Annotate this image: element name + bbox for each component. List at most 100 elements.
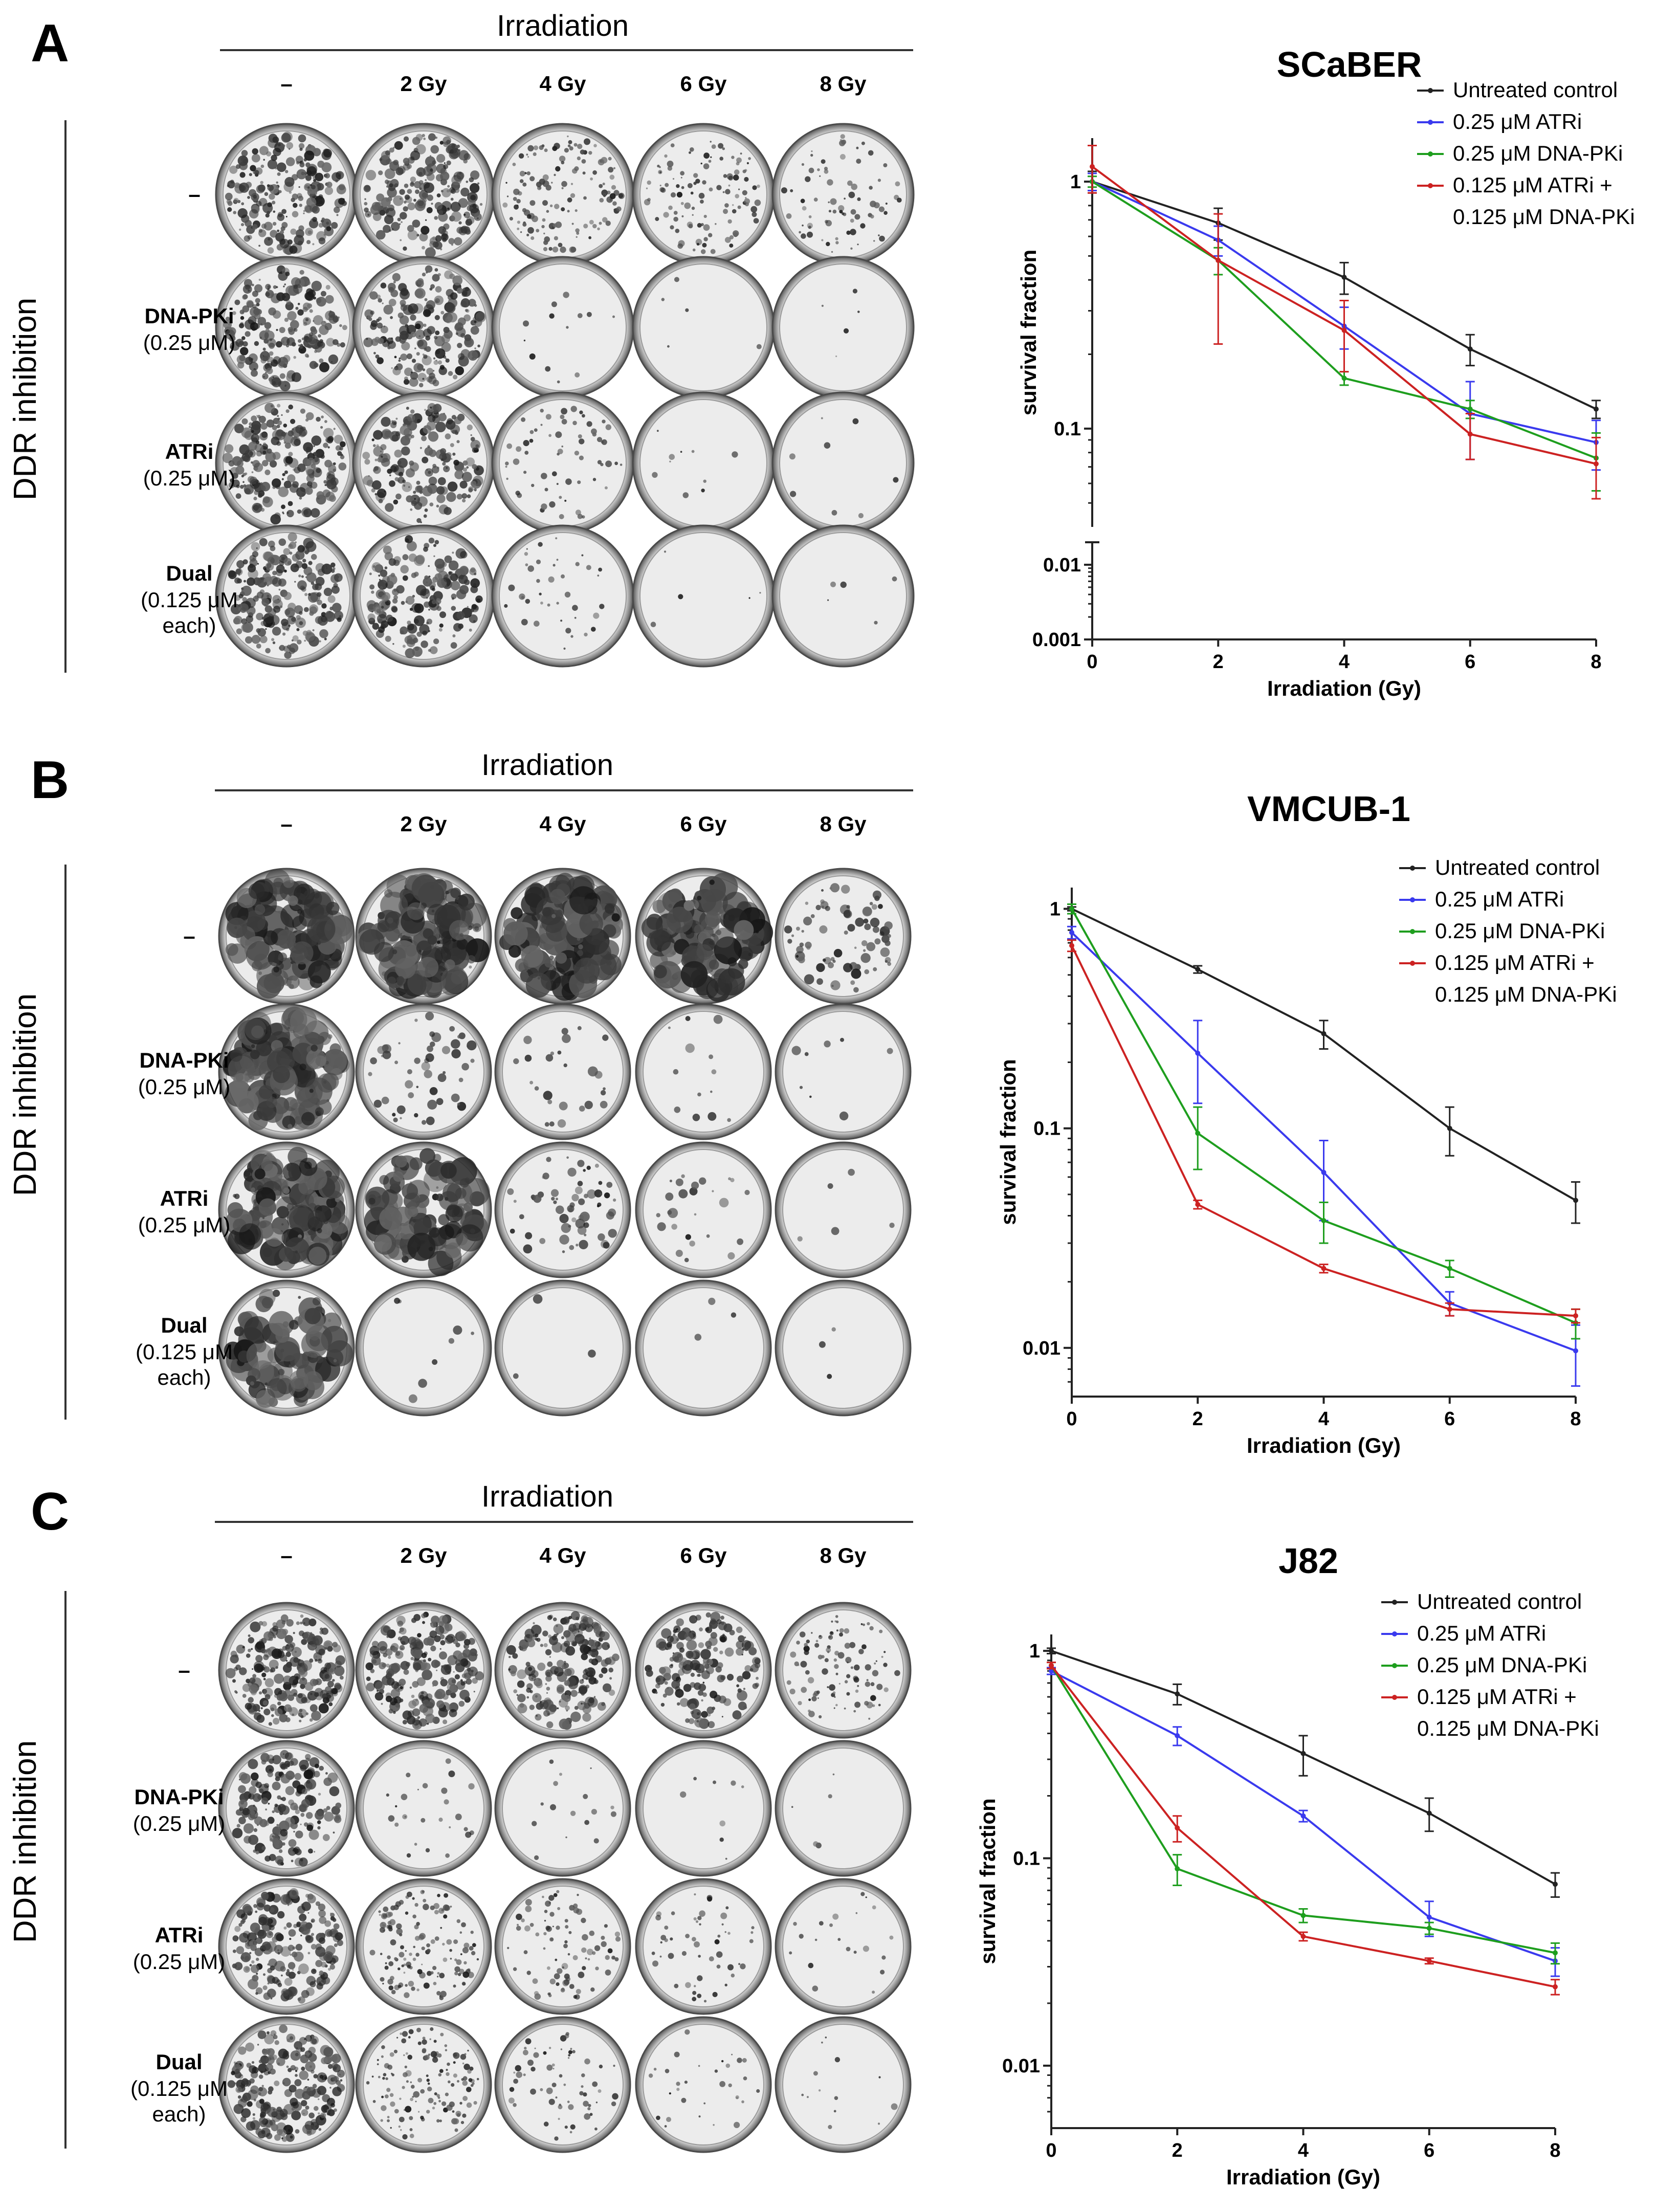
colony-mark bbox=[559, 1773, 562, 1776]
colony-mark bbox=[808, 1711, 815, 1717]
colony-mark bbox=[605, 220, 611, 226]
colony-mark bbox=[583, 1794, 588, 1799]
colony-mark bbox=[867, 1622, 870, 1626]
colony-mark bbox=[600, 1100, 608, 1109]
colony-mark bbox=[285, 271, 290, 276]
colony-mark bbox=[245, 219, 252, 227]
colony-mark bbox=[283, 1753, 285, 1755]
colony-mark bbox=[861, 141, 865, 145]
colony-mark bbox=[339, 615, 342, 618]
colony-mark bbox=[692, 248, 696, 252]
colony-mark bbox=[381, 1702, 383, 1705]
colony-mark bbox=[535, 1714, 542, 1721]
colony-mark bbox=[553, 564, 556, 567]
colony-mark bbox=[363, 185, 371, 192]
colony-mark bbox=[423, 1659, 426, 1663]
colony-mark bbox=[523, 320, 529, 327]
colony-mark bbox=[438, 210, 444, 215]
colony-mark bbox=[733, 230, 739, 237]
colony-mark bbox=[540, 409, 544, 413]
colony-mark bbox=[379, 1207, 403, 1230]
colony-mark bbox=[414, 498, 416, 500]
colony-mark bbox=[282, 1664, 292, 1673]
colony-mark bbox=[298, 556, 300, 558]
colony-mark bbox=[410, 331, 416, 338]
colony-mark bbox=[536, 229, 540, 233]
colony-mark bbox=[528, 1673, 536, 1682]
colony-mark bbox=[588, 1658, 593, 1664]
colony-mark bbox=[323, 1808, 328, 1813]
colony-mark bbox=[370, 320, 378, 327]
colony-mark bbox=[470, 434, 472, 436]
petri-dish-icon bbox=[218, 1740, 355, 1877]
colony-mark bbox=[317, 1228, 322, 1233]
colony-mark bbox=[261, 1797, 269, 1804]
colony-mark bbox=[447, 185, 450, 188]
colony-mark bbox=[438, 1818, 443, 1822]
colony-mark bbox=[399, 1645, 405, 1651]
colony-mark bbox=[289, 984, 294, 989]
colony-mark bbox=[467, 1040, 477, 1051]
colony-mark bbox=[529, 353, 536, 360]
colony-mark bbox=[613, 208, 616, 211]
colony-mark bbox=[722, 191, 725, 193]
colony-mark bbox=[565, 478, 572, 485]
colony-mark bbox=[404, 377, 408, 381]
colony-mark bbox=[260, 1707, 263, 1710]
colony-mark bbox=[825, 905, 830, 911]
colony-mark bbox=[701, 1699, 703, 1702]
colony-mark bbox=[268, 357, 274, 363]
colony-mark bbox=[398, 283, 407, 292]
colony-mark bbox=[418, 180, 424, 185]
colony-mark bbox=[251, 369, 258, 377]
colony-mark bbox=[294, 235, 304, 246]
colony-mark bbox=[284, 318, 289, 322]
colony-mark bbox=[821, 905, 824, 909]
colony-mark bbox=[406, 1773, 411, 1778]
colony-mark bbox=[700, 249, 706, 254]
colony-mark bbox=[276, 1206, 289, 1219]
colony-mark bbox=[440, 190, 444, 193]
colony-mark bbox=[844, 1680, 848, 1684]
colony-mark bbox=[664, 154, 668, 158]
colony-mark bbox=[821, 417, 823, 419]
colony-mark bbox=[295, 1830, 303, 1839]
colony-mark bbox=[319, 1765, 324, 1771]
colony-mark bbox=[573, 143, 578, 147]
colony-mark bbox=[449, 1026, 455, 1032]
colony-mark bbox=[370, 1057, 377, 1065]
colony-mark bbox=[453, 171, 464, 182]
colony-mark bbox=[374, 337, 381, 343]
colony-mark bbox=[239, 309, 245, 315]
colony-mark bbox=[258, 245, 260, 247]
colony-mark bbox=[812, 1693, 818, 1697]
colony-mark bbox=[434, 1661, 441, 1667]
colony-mark bbox=[315, 172, 324, 182]
colony-mark bbox=[388, 558, 396, 566]
colony-mark bbox=[874, 938, 881, 945]
colony-mark bbox=[312, 243, 315, 246]
colony-mark bbox=[411, 434, 414, 438]
colony-mark bbox=[600, 1090, 606, 1096]
colony-mark bbox=[676, 1642, 684, 1650]
colony-mark bbox=[470, 439, 481, 450]
colony-mark bbox=[366, 1676, 371, 1682]
colony-mark bbox=[285, 157, 295, 166]
colony-mark bbox=[399, 189, 405, 195]
colony-mark bbox=[756, 1676, 759, 1680]
colony-mark bbox=[422, 1120, 427, 1125]
colony-mark bbox=[308, 561, 313, 565]
colony-mark bbox=[703, 224, 710, 231]
colony-mark bbox=[327, 1646, 333, 1652]
colony-mark bbox=[469, 177, 474, 183]
colony-mark bbox=[724, 203, 729, 208]
colony-mark bbox=[863, 906, 872, 916]
colony-mark bbox=[406, 407, 409, 410]
colony-mark bbox=[406, 1853, 411, 1858]
colony-mark bbox=[426, 1116, 435, 1125]
colony-mark bbox=[508, 1668, 511, 1671]
colony-mark bbox=[278, 1368, 285, 1376]
petri-dish-icon bbox=[218, 1003, 355, 1140]
colony-mark bbox=[816, 978, 823, 985]
colony-mark bbox=[588, 236, 591, 239]
